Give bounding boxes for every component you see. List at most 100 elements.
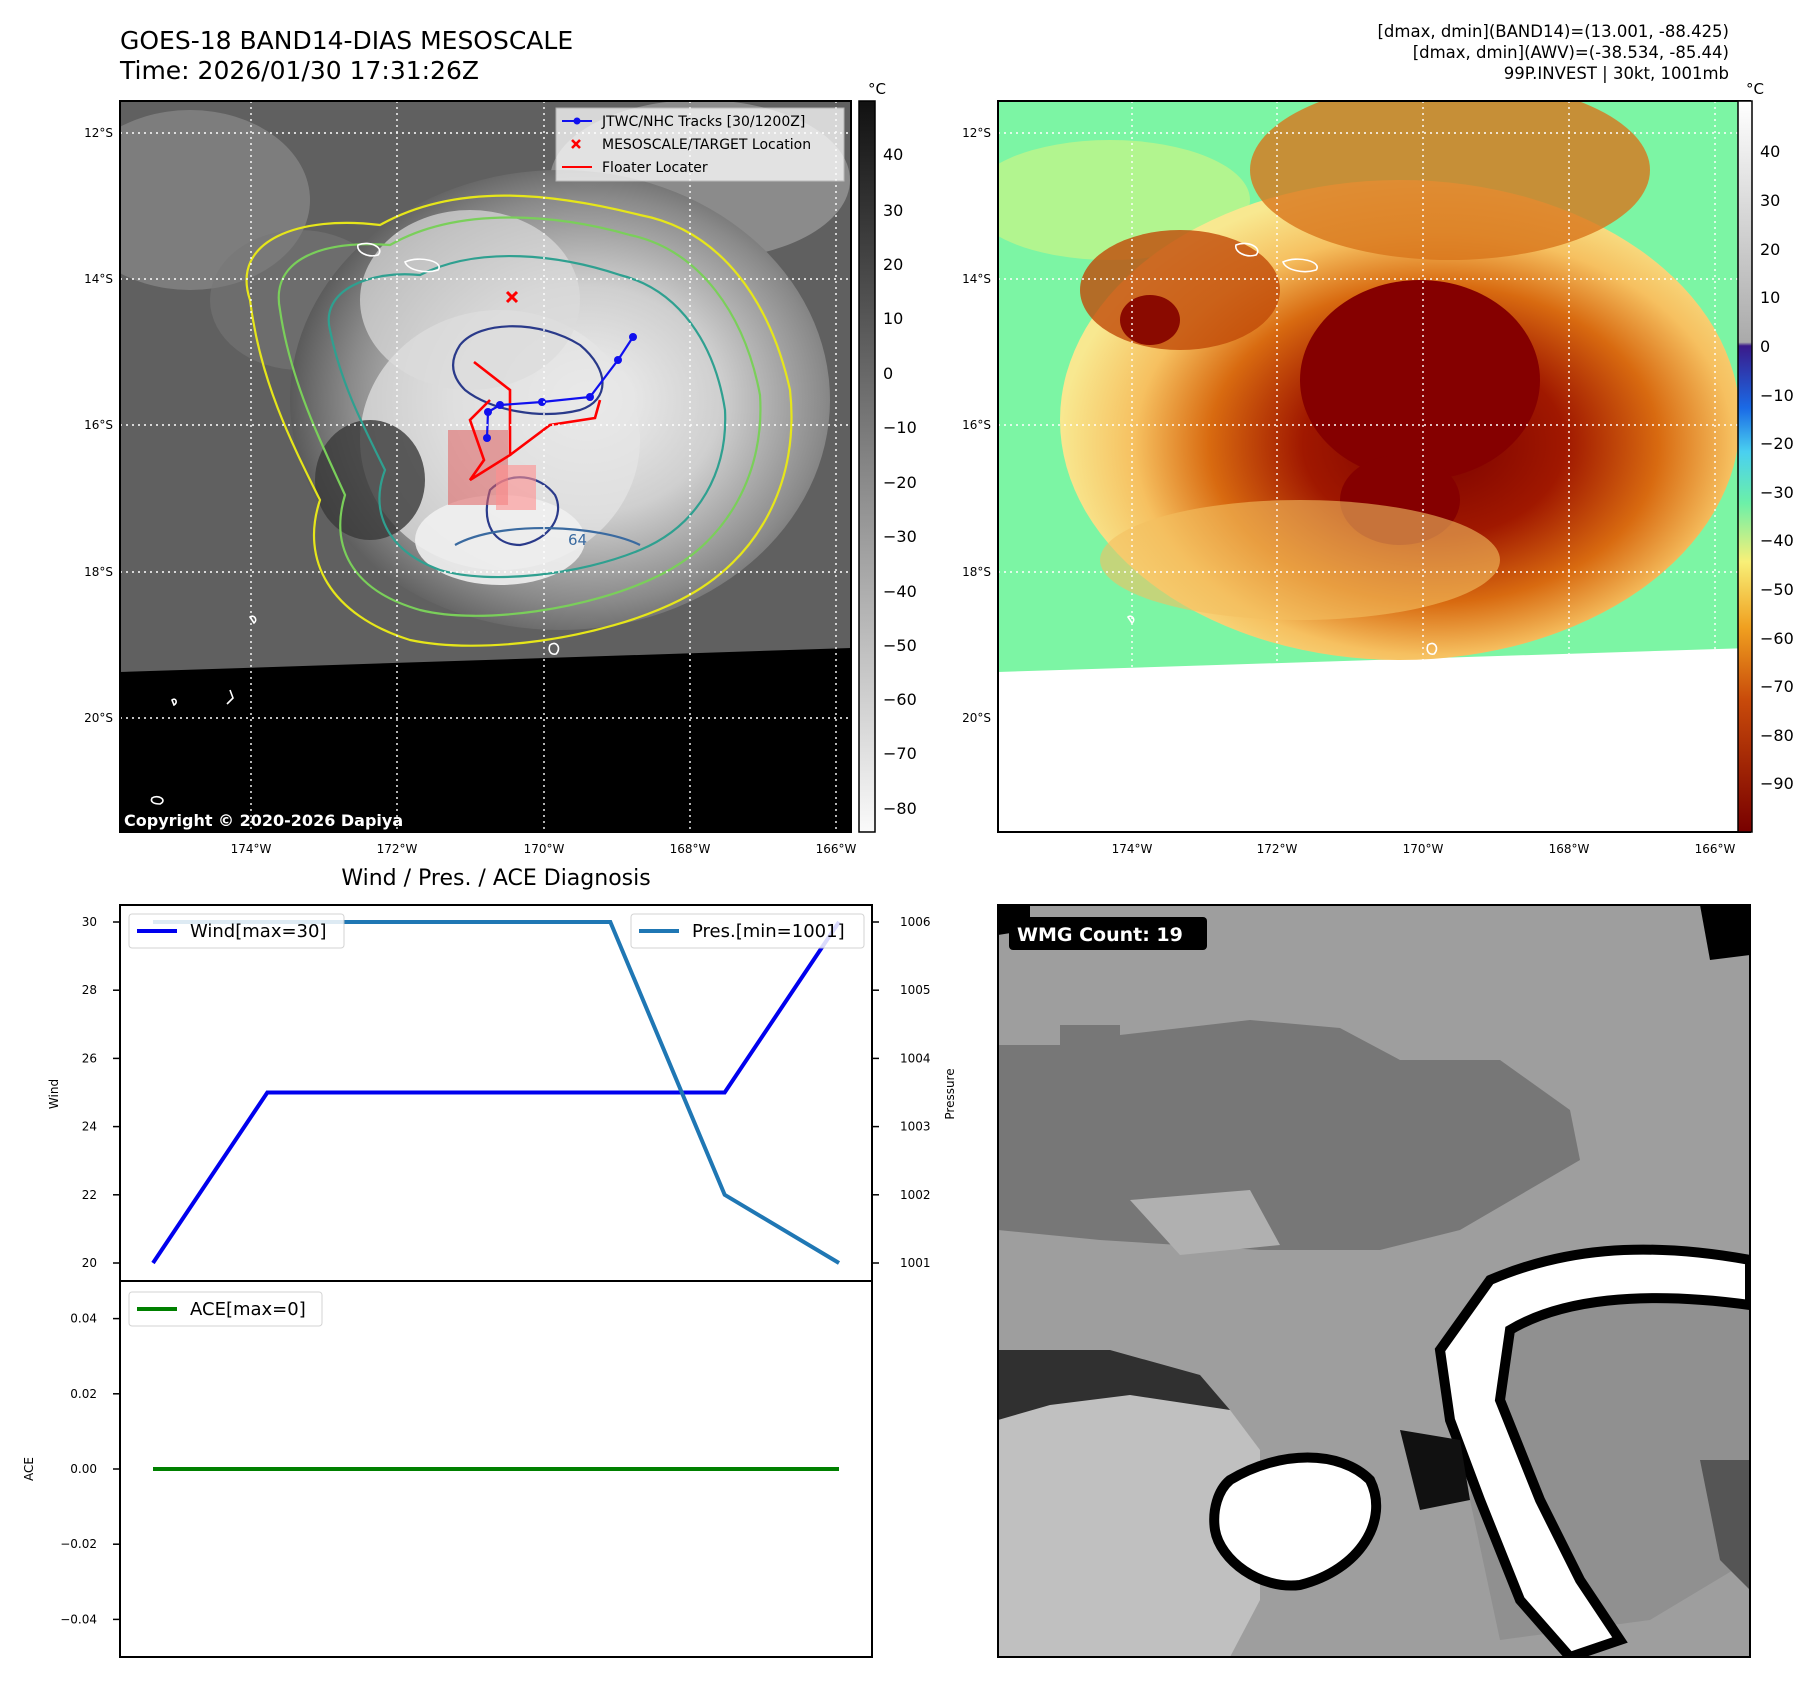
awv-cb-tick: −20 — [1760, 434, 1794, 453]
contour-label: 64 — [568, 531, 587, 549]
pressure-legend-label: Pres.[min=1001] — [692, 921, 845, 942]
wmg-light-patch — [1130, 1190, 1280, 1255]
ace-ticks-label: 0.00 — [70, 1462, 97, 1476]
awv-cb-tick: 10 — [1760, 288, 1780, 307]
mesoscale-target-marker — [505, 290, 519, 304]
awv-colorbar-unit: °C — [1746, 80, 1764, 98]
wmg-white-blob — [1209, 1452, 1382, 1591]
awv-gridlines — [998, 101, 1750, 832]
wind-axis-label: Wind — [47, 1079, 61, 1109]
wmg-panel — [998, 905, 1750, 1657]
awv-cb-tick: −10 — [1760, 386, 1794, 405]
lat-label: 18°S — [84, 565, 113, 579]
lon-label: 170°W — [1403, 842, 1444, 856]
wmg-dark-patch — [1700, 1460, 1750, 1590]
lon-label: 174°W — [231, 842, 272, 856]
lat-label: 20°S — [962, 711, 991, 725]
wmg-bright-region — [998, 1395, 1260, 1657]
pres-ticks-label: 1006 — [900, 915, 931, 929]
ir-cb-tick: 40 — [883, 145, 903, 164]
ace-axis-ticks: 0.04 0.02 0.00 −0.02 −0.04 — [60, 1312, 120, 1626]
lon-label: 166°W — [1695, 842, 1736, 856]
awv-cb-tick: 20 — [1760, 240, 1780, 259]
lon-label: 174°W — [1112, 842, 1153, 856]
wind-ticks-label: 20 — [82, 1256, 97, 1270]
figure-time: Time: 2026/01/30 17:31:26Z — [120, 56, 479, 85]
lon-label: 166°W — [816, 842, 857, 856]
ir-lat-labels: 12°S 14°S 16°S 18°S 20°S — [84, 126, 113, 725]
wind-legend-label: Wind[max=30] — [190, 921, 327, 942]
awv-coastlines — [1126, 242, 1438, 655]
wind-axis-ticks: 30 28 26 24 22 20 — [82, 915, 120, 1270]
ace-panel: 0.04 0.02 0.00 −0.02 −0.04 ACE ACE[max=0] — [22, 1280, 873, 1658]
lat-label: 12°S — [84, 126, 113, 140]
pres-ticks-label: 1001 — [900, 1256, 931, 1270]
ir-colorbar-unit: °C — [868, 80, 886, 98]
ir-legend: JTWC/NHC Tracks [30/1200Z] MESOSCALE/TAR… — [555, 107, 845, 182]
wmg-dark-region — [998, 1020, 1580, 1250]
wmg-count-label: WMG Count: 19 — [1017, 924, 1183, 946]
floater-locater — [448, 360, 602, 510]
pressure-axis-ticks: 1006 1005 1004 1003 1002 1001 — [872, 915, 931, 1270]
lon-label: 168°W — [670, 842, 711, 856]
legend-target-location: MESOSCALE/TARGET Location — [602, 137, 811, 153]
info-line-awv: [dmax, dmin](AWV)=(-38.534, -85.44) — [1412, 43, 1729, 62]
wind-ticks-label: 24 — [82, 1120, 97, 1134]
copyright-text: Copyright © 2020-2026 Dapiya — [124, 811, 403, 830]
wmg-black-patch — [1400, 1430, 1470, 1510]
ir-cb-tick: −60 — [883, 690, 917, 709]
ace-ticks-label: −0.04 — [60, 1612, 97, 1626]
awv-lat-labels: 12°S 14°S 16°S 18°S 20°S — [962, 126, 991, 725]
lat-label: 20°S — [84, 711, 113, 725]
legend-jtwc-track: JTWC/NHC Tracks [30/1200Z] — [601, 114, 805, 130]
ir-map-panel: 64 — [120, 101, 851, 832]
wind-ticks-label: 22 — [82, 1188, 97, 1202]
awv-colorbar — [1737, 100, 1753, 833]
awv-map-panel — [998, 101, 1750, 832]
ir-cb-tick: −30 — [883, 527, 917, 546]
wind-ticks-label: 30 — [82, 915, 97, 929]
wind-series-line — [151, 920, 841, 1265]
wmg-corner-patch — [1700, 905, 1750, 960]
awv-cb-tick: 0 — [1760, 337, 1770, 356]
awv-moisture-field — [998, 101, 1740, 660]
lat-label: 16°S — [962, 418, 991, 432]
ir-cb-tick: 20 — [883, 255, 903, 274]
awv-cb-tick: −30 — [1760, 483, 1794, 502]
figure-title: GOES-18 BAND14-DIAS MESOSCALE — [120, 26, 574, 55]
ir-cb-tick: 0 — [883, 364, 893, 383]
awv-cb-tick: −50 — [1760, 580, 1794, 599]
awv-cb-tick: −80 — [1760, 726, 1794, 745]
wmg-count-badge — [1009, 917, 1207, 950]
ace-ticks-label: 0.02 — [70, 1387, 97, 1401]
ace-legend-label: ACE[max=0] — [190, 1299, 306, 1320]
lat-label: 14°S — [962, 272, 991, 286]
wind-legend: Wind[max=30] — [128, 913, 345, 949]
ir-cb-tick: −70 — [883, 744, 917, 763]
wmg-white-band — [1434, 1244, 1750, 1657]
ir-gridlines — [120, 101, 851, 832]
ace-axis-label: ACE — [22, 1457, 36, 1481]
ir-contours — [245, 194, 793, 647]
lon-label: 168°W — [1549, 842, 1590, 856]
awv-colorbar-ticks: 40 30 20 10 0 −10 −20 −30 −40 −50 −60 −7… — [1760, 142, 1794, 793]
ir-cb-tick: −20 — [883, 473, 917, 492]
lon-label: 172°W — [1257, 842, 1298, 856]
ir-cb-tick: −50 — [883, 636, 917, 655]
pres-ticks-label: 1005 — [900, 983, 931, 997]
lat-label: 16°S — [84, 418, 113, 432]
ir-map-frame — [119, 100, 852, 833]
lat-label: 14°S — [84, 272, 113, 286]
pres-ticks-label: 1002 — [900, 1188, 931, 1202]
ir-colorbar-ticks: 40 30 20 10 0 −10 −20 −30 −40 −50 −60 −7… — [883, 145, 917, 818]
awv-cb-tick: 30 — [1760, 191, 1780, 210]
ir-colorbar — [858, 100, 876, 833]
lat-label: 12°S — [962, 126, 991, 140]
wind-pressure-panel: 30 28 26 24 22 20 1006 1005 1004 1003 1002 1001 Wi… — [47, 904, 957, 1282]
info-line-storm: 99P.INVEST | 30kt, 1001mb — [1503, 64, 1729, 83]
ir-cb-tick: 10 — [883, 309, 903, 328]
info-line-band14: [dmax, dmin](BAND14)=(13.001, -88.425) — [1377, 22, 1729, 41]
pressure-legend: Pres.[min=1001] — [630, 913, 865, 949]
lon-label: 170°W — [524, 842, 565, 856]
